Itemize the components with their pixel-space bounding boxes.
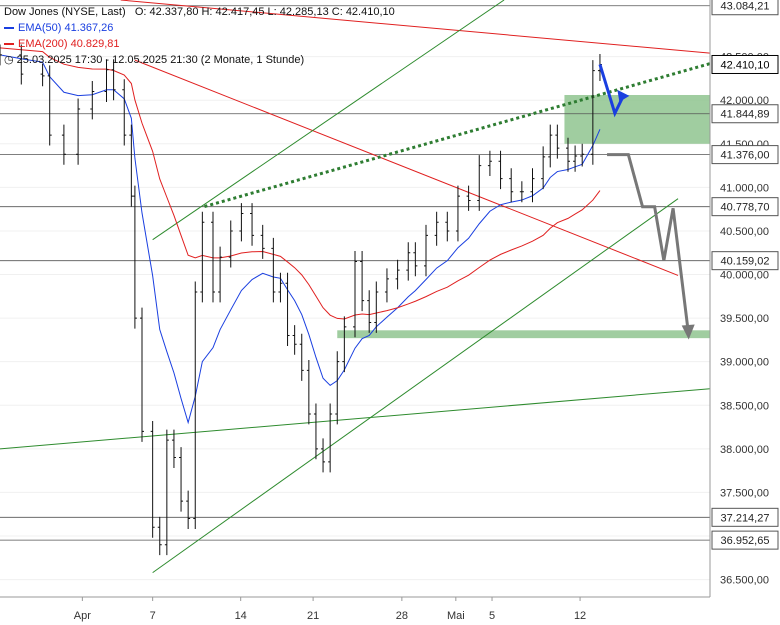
y-tick-label: 39.500,00: [720, 313, 769, 325]
trendlines: [0, 0, 711, 574]
y-tick-label: 40.000,00: [720, 270, 769, 282]
legend-ema50: EMA(50) 41.367,26: [18, 22, 114, 34]
support-zone: [337, 330, 710, 339]
last-price-tag-box: [711, 54, 779, 74]
legend-header-row: Dow Jones (NYSE, Last) O: 42.337,80 H: 4…: [4, 4, 395, 20]
price-level-tag-box: [711, 251, 779, 271]
x-tick-label: Mai: [447, 610, 465, 622]
ema200-line: [0, 47, 601, 320]
chart-legend: Dow Jones (NYSE, Last) O: 42.337,80 H: 4…: [4, 4, 395, 68]
legend-range-row: ◷ 25.03.2025 17:30 - 12.05.2025 21:30 (2…: [4, 52, 395, 68]
x-tick-label: 21: [307, 610, 319, 622]
legend-range: 25.03.2025 17:30 - 12.05.2025 21:30 (2 M…: [16, 54, 305, 66]
y-tick-label: 36.500,00: [720, 575, 769, 587]
legend-instrument: Dow Jones (NYSE, Last): [4, 6, 126, 18]
y-tick-label: 42.000,00: [720, 95, 769, 107]
ema200-swatch: [4, 43, 14, 46]
price-level-tag: 40.778,70: [721, 202, 770, 214]
price-level-tag: 37.214,27: [721, 512, 770, 524]
price-tags: 43.084,21 41.844,89 41.376,00 40.778,70 40.1…: [711, 0, 779, 550]
price-level-tag: 43.084,21: [721, 1, 770, 13]
x-tick-label: 12: [574, 610, 586, 622]
x-tick-label: 28: [396, 610, 408, 622]
ema50-line: [0, 54, 601, 425]
x-tick-label: 5: [489, 610, 495, 622]
projection-arrows: [598, 64, 695, 340]
blue-projection-arrow: [598, 64, 625, 118]
legend-ema200: EMA(200) 40.829,81: [18, 38, 120, 50]
y-tick-label: 38.500,00: [720, 400, 769, 412]
price-level-tag-box: [711, 145, 779, 165]
price-level-tag: 36.952,65: [721, 535, 770, 547]
candle-bars: [0, 44, 602, 556]
price-level-tag-box: [711, 507, 779, 527]
x-axis: Apr 7 14 21 28 Mai 5 12: [0, 596, 710, 622]
y-tick-label: 39.000,00: [720, 357, 769, 369]
y-tick-label: 37.500,00: [720, 487, 769, 499]
clock-icon: ◷: [4, 54, 14, 66]
y-tick-label: 38.000,00: [720, 444, 769, 456]
price-level-tag-box: [711, 0, 779, 16]
support-zone: [564, 94, 710, 144]
last-price-tag: 42.410,10: [721, 59, 770, 71]
x-tick-label: 14: [235, 610, 247, 622]
blue-arrowhead: [617, 89, 630, 102]
ema50-swatch: [4, 27, 14, 30]
y-axis: 36.500,0037.000,0037.500,0038.000,0038.5…: [709, 0, 769, 597]
price-level-tag-box: [711, 104, 779, 124]
trendline-channel-green-upper: [152, 0, 505, 241]
candles: [0, 44, 602, 556]
trendline-channel-green-lower: [152, 198, 679, 574]
support-resistance-zones: [337, 94, 710, 339]
y-tick-label: 41.000,00: [720, 182, 769, 194]
price-level-tag: 41.844,89: [721, 109, 770, 121]
price-level-tag: 40.159,02: [721, 256, 770, 268]
trendline-downtrend-red: [134, 59, 679, 276]
moving-averages: [0, 47, 601, 425]
price-level-tag-box: [711, 530, 779, 550]
legend-ema200-row: EMA(200) 40.829,81: [4, 36, 395, 52]
gray-projection-arrow: [607, 153, 691, 336]
price-level-tag-box: [711, 197, 779, 217]
price-level-tag: 41.376,00: [721, 150, 770, 162]
trendline-resistance-red: [120, 0, 711, 54]
trendline-long-green: [0, 388, 711, 450]
x-tick-label: 7: [150, 610, 156, 622]
legend-ohlc: O: 42.337,80 H: 42.417,45 L: 42.285,13 C…: [134, 6, 395, 18]
x-tick-label: Apr: [74, 610, 91, 622]
gray-arrowhead: [681, 324, 695, 340]
y-tick-label: 40.500,00: [720, 226, 769, 238]
legend-ema50-row: EMA(50) 41.367,26: [4, 20, 395, 36]
